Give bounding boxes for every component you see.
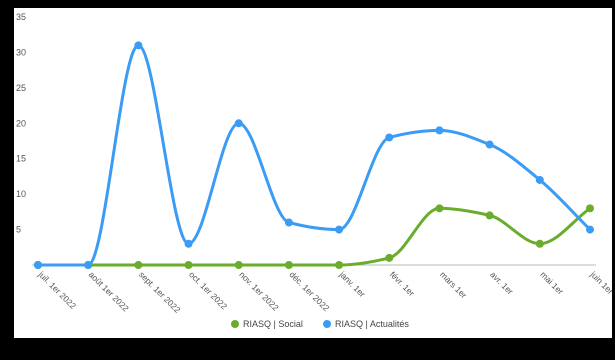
y-tick-label: 25	[16, 83, 26, 93]
data-point-s0-9	[485, 211, 494, 220]
legend: RIASQ | Social RIASQ | Actualités	[231, 319, 409, 329]
data-point-s0-3	[184, 261, 193, 269]
data-point-s0-5	[284, 261, 293, 269]
y-tick-label: 10	[16, 189, 26, 199]
x-tick-label: août 1er 2022	[87, 269, 131, 313]
data-point-s0-7	[385, 253, 394, 262]
data-point-s0-8	[435, 204, 444, 213]
legend-marker-1	[323, 320, 331, 328]
data-point-s1-10	[535, 175, 544, 184]
series-lines	[36, 43, 592, 267]
data-point-s1-7	[385, 133, 394, 142]
x-axis-ticks: juil. 1er 2022 août 1er 2022 sept. 1er 202…	[36, 269, 615, 315]
y-axis-ticks: 5 10 15 20 25 30 35	[16, 12, 26, 235]
series-line-1	[36, 43, 592, 267]
data-point-s1-9	[485, 140, 494, 149]
data-point-s1-1	[84, 261, 93, 269]
data-point-s1-3	[184, 239, 193, 248]
series-line-0	[36, 206, 592, 267]
data-point-s0-2	[134, 261, 143, 269]
y-tick-label: 20	[16, 118, 26, 128]
data-point-s1-0	[34, 261, 42, 269]
data-point-s1-5	[284, 218, 293, 227]
data-point-s1-6	[335, 225, 344, 234]
data-point-s0-11	[586, 204, 594, 213]
x-tick-label: avr. 1er	[488, 269, 515, 296]
plot-area: 5 10 15 20 25 30 35 juil. 1er 2022 août 1er 202…	[14, 8, 615, 338]
x-tick-label: juin 1er	[588, 269, 612, 297]
x-tick-label: janv. 1er	[337, 269, 368, 300]
x-tick-label: mars 1er	[438, 269, 469, 300]
y-tick-label: 5	[16, 225, 21, 235]
data-point-s1-8	[435, 126, 444, 135]
data-point-s1-11	[586, 225, 594, 234]
x-tick-label: mai 1er	[538, 269, 565, 296]
legend-marker-0	[231, 320, 239, 328]
legend-label-1: RIASQ | Actualités	[335, 319, 409, 329]
x-tick-label: oct. 1er 2022	[187, 269, 229, 311]
y-tick-label: 30	[16, 47, 26, 57]
x-tick-label: sept. 1er 2022	[137, 269, 183, 315]
x-tick-label: févr. 1er	[388, 269, 417, 298]
x-tick-label: déc. 1er 2022	[287, 269, 331, 313]
line-chart: 5 10 15 20 25 30 35 juil. 1er 2022 août 1er 202…	[16, 12, 615, 329]
data-point-s1-4	[234, 119, 243, 128]
data-point-s1-2	[134, 41, 143, 50]
x-tick-label: juil. 1er 2022	[36, 269, 78, 311]
data-point-s0-10	[535, 239, 544, 248]
series-points	[34, 41, 594, 269]
data-point-s0-4	[234, 261, 243, 269]
x-tick-label: nov. 1er 2022	[237, 269, 281, 313]
y-tick-label: 15	[16, 154, 26, 164]
y-tick-label: 35	[16, 12, 26, 22]
legend-label-0: RIASQ | Social	[243, 319, 303, 329]
data-point-s0-6	[335, 261, 344, 269]
